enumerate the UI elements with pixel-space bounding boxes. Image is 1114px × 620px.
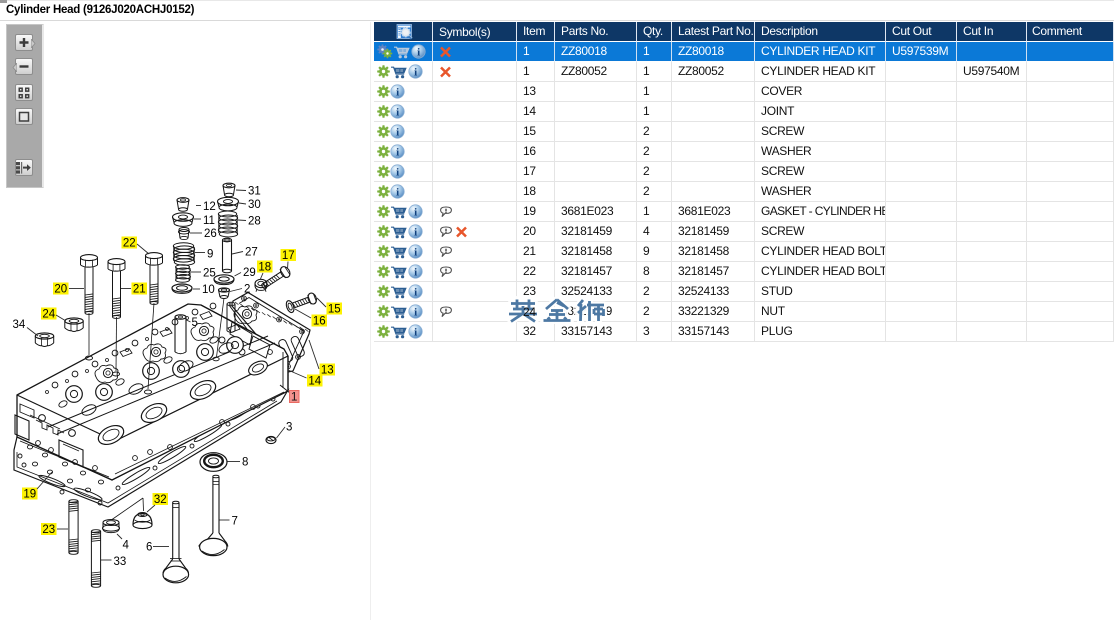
svg-text:24: 24 [42, 308, 55, 320]
svg-text:17: 17 [282, 250, 295, 262]
svg-text:12: 12 [203, 201, 216, 213]
svg-text:i: i [396, 166, 399, 178]
svg-text:i: i [396, 126, 399, 138]
svg-text:i: i [396, 86, 399, 98]
svg-text:i: i [414, 306, 417, 318]
svg-text:19: 19 [23, 488, 36, 500]
svg-text:1: 1 [291, 392, 297, 404]
svg-text:29: 29 [243, 267, 256, 279]
svg-text:23: 23 [42, 524, 55, 536]
svg-text:16: 16 [313, 315, 326, 327]
svg-text:18: 18 [258, 261, 271, 273]
svg-text:28: 28 [248, 216, 261, 228]
svg-text:21: 21 [133, 283, 146, 295]
svg-text:i: i [417, 46, 420, 58]
svg-text:27: 27 [245, 247, 258, 259]
svg-text:2: 2 [244, 284, 250, 296]
svg-text:30: 30 [248, 199, 261, 211]
svg-text:i: i [414, 246, 417, 258]
svg-text:4: 4 [123, 540, 130, 552]
svg-text:9: 9 [207, 249, 213, 261]
svg-text:15: 15 [328, 303, 341, 315]
svg-text:7: 7 [232, 516, 238, 528]
svg-text:31: 31 [248, 186, 261, 198]
svg-text:32: 32 [154, 494, 167, 506]
svg-text:i: i [414, 266, 417, 278]
svg-text:i: i [396, 186, 399, 198]
svg-text:i: i [414, 326, 417, 338]
svg-text:34: 34 [13, 319, 26, 331]
svg-text:10: 10 [202, 284, 215, 296]
svg-text:25: 25 [203, 268, 216, 280]
svg-text:11: 11 [203, 215, 215, 227]
svg-text:33: 33 [114, 556, 127, 568]
svg-text:i: i [414, 206, 417, 218]
svg-text:3: 3 [286, 422, 292, 434]
svg-text:26: 26 [204, 228, 217, 240]
svg-text:i: i [414, 66, 417, 78]
svg-text:13: 13 [321, 364, 334, 376]
svg-text:5: 5 [192, 317, 198, 329]
svg-text:20: 20 [54, 283, 67, 295]
svg-text:i: i [396, 106, 399, 118]
svg-text:i: i [396, 146, 399, 158]
svg-text:8: 8 [242, 457, 248, 469]
svg-text:i: i [414, 226, 417, 238]
svg-text:14: 14 [308, 375, 321, 387]
svg-text:6: 6 [146, 542, 152, 554]
svg-text:22: 22 [123, 237, 136, 249]
svg-text:i: i [414, 286, 417, 298]
